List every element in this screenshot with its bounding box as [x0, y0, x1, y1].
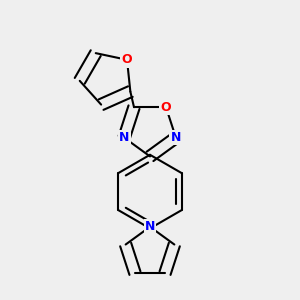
Text: O: O — [161, 101, 171, 114]
Text: N: N — [145, 220, 155, 233]
Text: N: N — [119, 131, 129, 144]
Text: N: N — [171, 131, 181, 144]
Text: O: O — [122, 53, 132, 66]
